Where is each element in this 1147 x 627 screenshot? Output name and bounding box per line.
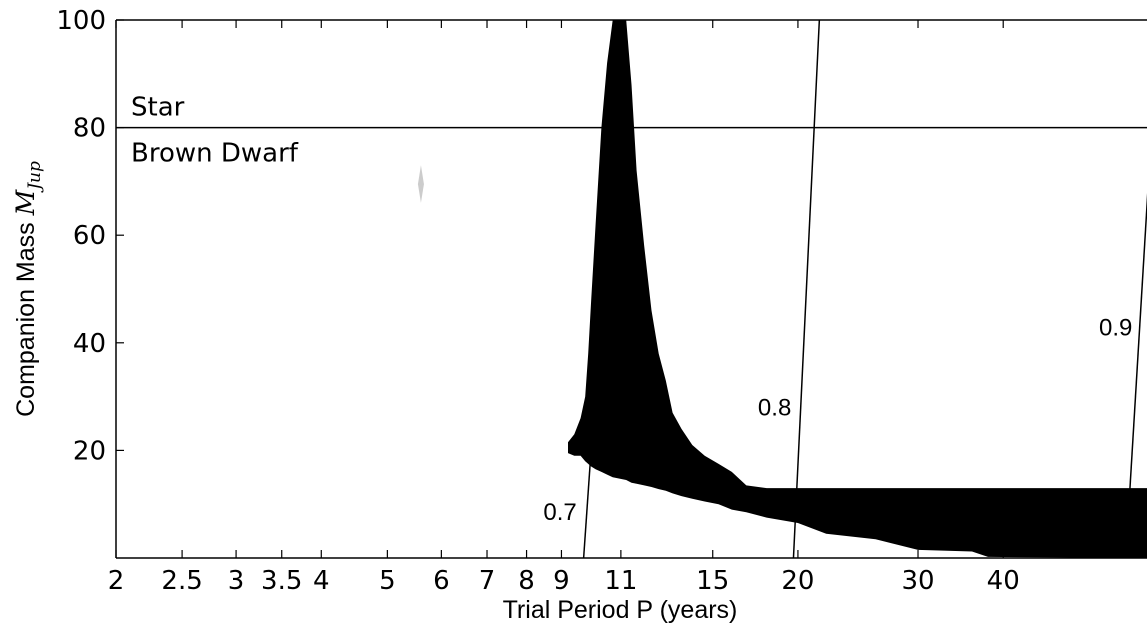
y-tick-label-4: 100 (56, 6, 106, 36)
x-tick-label-7: 7 (479, 566, 496, 596)
faint-feature (417, 165, 424, 203)
x-tick-label-14: 40 (987, 566, 1020, 596)
contour-label-2: 0.9 (1099, 314, 1132, 341)
x-tick-label-10: 11 (604, 566, 637, 596)
y-tick-label-0: 20 (73, 436, 106, 466)
y-axis-title-math: M (11, 188, 40, 216)
x-tick-label-6: 6 (433, 566, 450, 596)
contour-line-2 (1125, 192, 1147, 558)
y-tick-label-1: 40 (73, 329, 106, 359)
contour-label-0: 0.7 (543, 499, 576, 526)
x-tick-label-0: 2 (108, 566, 125, 596)
x-tick-label-8: 8 (518, 566, 535, 596)
y-tick-label-2: 60 (73, 221, 106, 251)
x-tick-label-11: 15 (696, 566, 729, 596)
x-tick-label-4: 4 (313, 566, 330, 596)
x-axis-title: Trial Period P (years) (503, 596, 738, 624)
plot-frame (115, 19, 1147, 559)
x-tick-label-1: 2.5 (161, 566, 202, 596)
x-tick-label-12: 20 (781, 566, 814, 596)
y-axis-title: Companion Mass MJup (11, 161, 45, 417)
annotations: Star Brown Dwarf 0.7 0.8 0.9 (131, 93, 1132, 527)
contour-line-1 (792, 20, 821, 558)
x-tick-label-9: 9 (553, 566, 570, 596)
label-brown-dwarf: Brown Dwarf (131, 139, 299, 169)
x-tick-label-13: 30 (901, 566, 934, 596)
excluded-region (568, 20, 1147, 558)
x-tick-label-2: 3 (228, 566, 245, 596)
y-tick-label-3: 80 (73, 114, 106, 144)
y-axis-title-text: Companion Mass (12, 215, 40, 416)
x-tick-label-3: 3.5 (261, 566, 302, 596)
axes: 2 2.5 3 3.5 4 5 6 7 8 9 11 15 20 30 40 20 40 60 80 100 Trial… (11, 6, 1020, 624)
contour-label-1: 0.8 (758, 395, 791, 422)
label-star: Star (131, 93, 185, 123)
y-axis-title-sub: Jup (25, 161, 45, 193)
plot-area (116, 20, 1147, 558)
x-tick-label-5: 5 (379, 566, 396, 596)
contour-line-0 (582, 20, 622, 558)
